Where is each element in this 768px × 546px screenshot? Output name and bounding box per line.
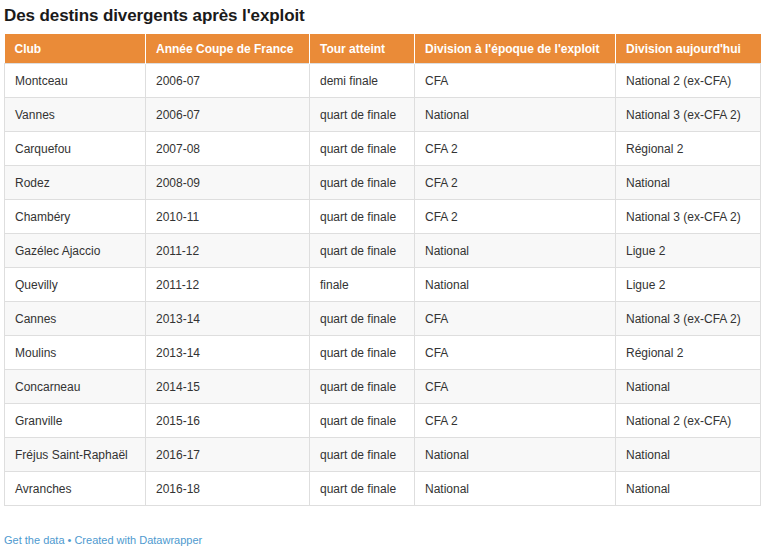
footer-separator: • bbox=[68, 534, 72, 546]
table-cell: 2015-16 bbox=[146, 404, 310, 438]
page-title: Des destins divergents après l'exploit bbox=[4, 6, 768, 26]
column-header-label: Tour atteint bbox=[320, 42, 385, 56]
table-header-row: Club Année Coupe de France▼ Tour atteint… bbox=[5, 34, 761, 64]
table-cell: National 3 (ex-CFA 2) bbox=[616, 98, 761, 132]
table-cell: 2008-09 bbox=[146, 166, 310, 200]
table-cell: National 2 (ex-CFA) bbox=[616, 64, 761, 98]
datawrapper-credit-link[interactable]: Created with Datawrapper bbox=[74, 534, 202, 546]
table-cell: Granville bbox=[5, 404, 146, 438]
table-cell: Rodez bbox=[5, 166, 146, 200]
table-cell: Vannes bbox=[5, 98, 146, 132]
table-row: Avranches2016-18quart de finaleNationalN… bbox=[5, 472, 761, 506]
table-cell: Cannes bbox=[5, 302, 146, 336]
column-header-label: Division aujourd'hui bbox=[626, 42, 741, 56]
table-cell: CFA bbox=[415, 370, 616, 404]
table-cell: 2013-14 bbox=[146, 336, 310, 370]
table-row: Carquefou2007-08quart de finaleCFA 2Régi… bbox=[5, 132, 761, 166]
table-cell: quart de finale bbox=[310, 132, 415, 166]
table-cell: Concarneau bbox=[5, 370, 146, 404]
table-cell: Avranches bbox=[5, 472, 146, 506]
table-cell: CFA 2 bbox=[415, 404, 616, 438]
table-cell: National bbox=[415, 438, 616, 472]
column-header-club[interactable]: Club bbox=[5, 34, 146, 64]
table-cell: 2011-12 bbox=[146, 234, 310, 268]
table-row: Fréjus Saint-Raphaël2016-17quart de fina… bbox=[5, 438, 761, 472]
table-row: Vannes2006-07quart de finaleNationalNati… bbox=[5, 98, 761, 132]
get-the-data-link[interactable]: Get the data bbox=[4, 534, 65, 546]
table-cell: quart de finale bbox=[310, 302, 415, 336]
table-cell: Carquefou bbox=[5, 132, 146, 166]
table-cell: National bbox=[616, 472, 761, 506]
table-row: Chambéry2010-11quart de finaleCFA 2Natio… bbox=[5, 200, 761, 234]
table-cell: Régional 2 bbox=[616, 336, 761, 370]
table-cell: CFA bbox=[415, 302, 616, 336]
column-header-division-aujourdhui[interactable]: Division aujourd'hui bbox=[616, 34, 761, 64]
column-header-label: Année Coupe de France bbox=[156, 42, 293, 56]
table-row: Granville2015-16quart de finaleCFA 2Nati… bbox=[5, 404, 761, 438]
table-footer: Get the data•Created with Datawrapper bbox=[4, 534, 768, 546]
table-header: Club Année Coupe de France▼ Tour atteint… bbox=[5, 34, 761, 64]
table-cell: Régional 2 bbox=[616, 132, 761, 166]
table-row: Quevilly2011-12finaleNationalLigue 2 bbox=[5, 268, 761, 302]
table-cell: National 3 (ex-CFA 2) bbox=[616, 200, 761, 234]
column-header-annee-coupe-de-france[interactable]: Année Coupe de France▼ bbox=[146, 34, 310, 64]
table-cell: Fréjus Saint-Raphaël bbox=[5, 438, 146, 472]
table-cell: 2006-07 bbox=[146, 64, 310, 98]
table-cell: quart de finale bbox=[310, 438, 415, 472]
table-cell: Ligue 2 bbox=[616, 234, 761, 268]
table-cell: finale bbox=[310, 268, 415, 302]
table-cell: National bbox=[616, 438, 761, 472]
table-cell: Quevilly bbox=[5, 268, 146, 302]
table-cell: quart de finale bbox=[310, 370, 415, 404]
data-table: Club Année Coupe de France▼ Tour atteint… bbox=[4, 34, 761, 506]
table-row: Gazélec Ajaccio2011-12quart de finaleNat… bbox=[5, 234, 761, 268]
table-cell: 2016-18 bbox=[146, 472, 310, 506]
table-cell: quart de finale bbox=[310, 166, 415, 200]
column-header-tour-atteint[interactable]: Tour atteint bbox=[310, 34, 415, 64]
table-row: Rodez2008-09quart de finaleCFA 2National bbox=[5, 166, 761, 200]
table-cell: CFA bbox=[415, 64, 616, 98]
table-cell: quart de finale bbox=[310, 200, 415, 234]
table-cell: quart de finale bbox=[310, 98, 415, 132]
table-row: Cannes2013-14quart de finaleCFANational … bbox=[5, 302, 761, 336]
table-cell: quart de finale bbox=[310, 404, 415, 438]
table-cell: 2007-08 bbox=[146, 132, 310, 166]
table-cell: National bbox=[415, 472, 616, 506]
column-header-label: Division à l'époque de l'exploit bbox=[425, 42, 599, 56]
table-cell: National bbox=[415, 234, 616, 268]
column-header-division-epoque[interactable]: Division à l'époque de l'exploit bbox=[415, 34, 616, 64]
table-cell: National bbox=[415, 98, 616, 132]
table-cell: National 2 (ex-CFA) bbox=[616, 404, 761, 438]
table-row: Concarneau2014-15quart de finaleCFANatio… bbox=[5, 370, 761, 404]
table-cell: 2006-07 bbox=[146, 98, 310, 132]
table-cell: CFA 2 bbox=[415, 132, 616, 166]
column-header-label: Club bbox=[15, 42, 42, 56]
table-body: Montceau2006-07demi finaleCFANational 2 … bbox=[5, 64, 761, 506]
table-cell: 2011-12 bbox=[146, 268, 310, 302]
table-cell: demi finale bbox=[310, 64, 415, 98]
table-cell: 2010-11 bbox=[146, 200, 310, 234]
table-cell: Moulins bbox=[5, 336, 146, 370]
table-cell: Gazélec Ajaccio bbox=[5, 234, 146, 268]
table-row: Montceau2006-07demi finaleCFANational 2 … bbox=[5, 64, 761, 98]
table-cell: Chambéry bbox=[5, 200, 146, 234]
table-cell: National bbox=[616, 370, 761, 404]
table-cell: National bbox=[415, 268, 616, 302]
table-cell: Montceau bbox=[5, 64, 146, 98]
table-cell: quart de finale bbox=[310, 234, 415, 268]
table-cell: National bbox=[616, 166, 761, 200]
table-cell: 2014-15 bbox=[146, 370, 310, 404]
table-cell: quart de finale bbox=[310, 472, 415, 506]
table-cell: 2016-17 bbox=[146, 438, 310, 472]
datawrapper-table-embed: Des destins divergents après l'exploit C… bbox=[0, 0, 768, 546]
table-cell: quart de finale bbox=[310, 336, 415, 370]
table-cell: CFA bbox=[415, 336, 616, 370]
table-cell: Ligue 2 bbox=[616, 268, 761, 302]
table-cell: CFA 2 bbox=[415, 200, 616, 234]
table-cell: National 3 (ex-CFA 2) bbox=[616, 302, 761, 336]
table-cell: 2013-14 bbox=[146, 302, 310, 336]
table-cell: CFA 2 bbox=[415, 166, 616, 200]
table-row: Moulins2013-14quart de finaleCFARégional… bbox=[5, 336, 761, 370]
